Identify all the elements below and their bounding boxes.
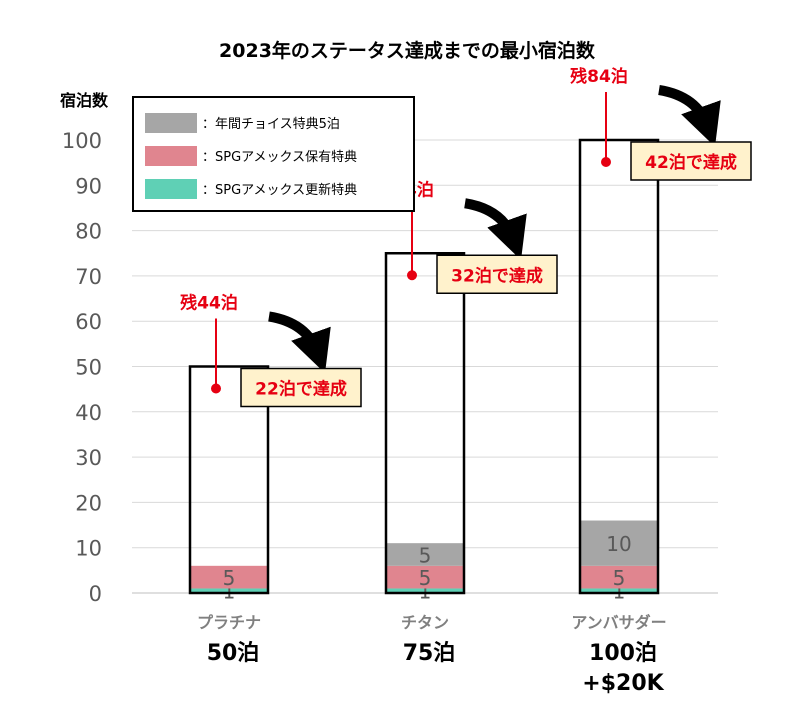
y-tick-label: 60 [75, 310, 102, 334]
y-tick-label: 100 [62, 129, 102, 153]
leader-dot [211, 383, 221, 394]
bar-segment [386, 565, 464, 589]
legend-swatch [145, 146, 197, 166]
data-label: 10 [606, 532, 631, 556]
y-tick-label: 30 [75, 446, 102, 470]
legend-entry: ：年間チョイス特典5泊 [202, 117, 340, 132]
x-category-labels: プラチナ 50泊 チタン 75泊 アンバサダー 100泊 +$20K [197, 613, 667, 696]
bar-segment [580, 588, 658, 593]
bar-segment [580, 520, 658, 566]
bar-segment [190, 565, 268, 589]
target-bar-outline [384, 252, 466, 595]
legend-entry: ：SPGアメックス更新特典 [202, 182, 357, 198]
target-bar-outline [188, 365, 270, 595]
remaining-label: 残44泊 [180, 293, 238, 314]
curved-arrow [464, 198, 527, 261]
x-category-sublabel: 50泊 [207, 641, 260, 666]
legend-entry: ：SPGアメックス保有特典 [202, 150, 357, 165]
x-category-sublabel: 100泊 [589, 641, 657, 666]
remaining-label: 残84泊 [570, 66, 628, 87]
x-category-sublabel-2: +$20K [582, 671, 664, 696]
y-tick-label: 20 [75, 491, 102, 515]
leader-dot [601, 157, 611, 167]
y-tick-label: 50 [75, 356, 102, 380]
target-bar-outline [578, 138, 660, 595]
y-axis-title: 宿泊数 [60, 91, 109, 110]
y-tick-label: 0 [89, 582, 102, 606]
curved-arrow [268, 311, 331, 374]
y-tick-label: 90 [75, 174, 102, 198]
y-tick-label: 10 [75, 537, 102, 561]
legend: ：年間チョイス特典5泊 ：SPGアメックス保有特典 ：SPGアメックス更新特典 [132, 96, 415, 212]
achieve-callout-box [630, 141, 752, 181]
achieve-callout-box [240, 367, 362, 408]
legend-swatch [145, 179, 197, 199]
y-tick-labels: 0 10 20 30 40 50 60 70 80 90 100 [62, 129, 102, 606]
bar-segment [580, 565, 658, 589]
y-tick-label: 70 [75, 265, 102, 289]
data-label: 5 [419, 543, 432, 567]
leader-dot [407, 270, 417, 281]
y-tick-label: 40 [75, 401, 102, 425]
bar-segment [386, 543, 464, 566]
annotations: 残44泊22泊で達成残64泊32泊で達成残84泊42泊で達成 [180, 66, 752, 408]
data-label: 5 [223, 566, 236, 590]
bar-segment [190, 588, 268, 593]
y-tick-label: 80 [75, 220, 102, 244]
x-category-label: プラチナ [197, 613, 261, 632]
legend-swatch [145, 113, 197, 133]
x-category-label: アンバサダー [571, 613, 666, 632]
achieve-callout-box [436, 254, 558, 294]
data-label: 5 [613, 566, 626, 590]
achieve-callout-text: 42泊で達成 [645, 152, 737, 173]
data-label: 5 [419, 566, 432, 590]
achieve-callout-text: 32泊で達成 [451, 265, 543, 286]
chart-title: 2023年のステータス達成までの最小宿泊数 [219, 39, 596, 62]
x-category-label: チタン [401, 613, 449, 632]
bar-segment [386, 588, 464, 593]
x-category-sublabel: 75泊 [403, 641, 456, 666]
achieve-callout-text: 22泊で達成 [255, 379, 347, 400]
curved-arrow [658, 85, 721, 147]
